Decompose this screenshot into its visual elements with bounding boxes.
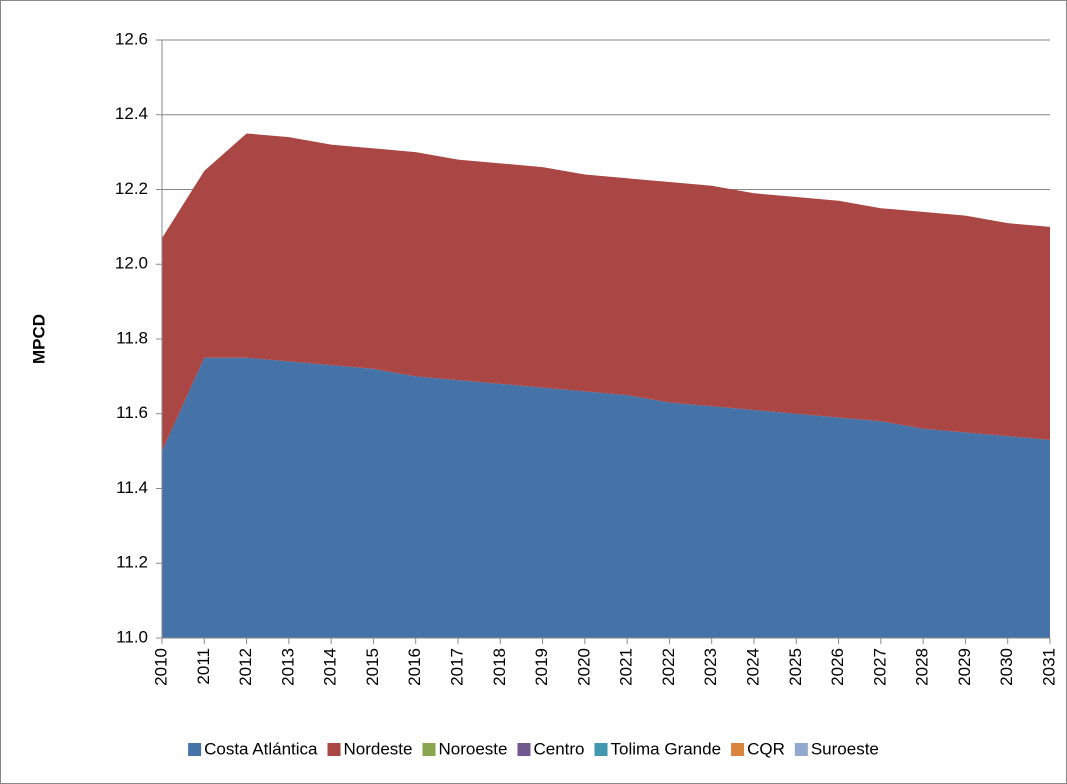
legend-label: CQR: [747, 739, 785, 758]
x-tick-label: 2010: [151, 648, 170, 686]
x-tick-label: 2013: [278, 648, 297, 686]
x-tick-label: 2030: [997, 648, 1016, 686]
legend-label: Centro: [533, 739, 584, 758]
legend-swatch: [422, 743, 436, 756]
x-tick-label: 2023: [701, 648, 720, 686]
legend-label: Noroeste: [438, 739, 507, 758]
legend-swatch: [594, 743, 608, 756]
x-tick-label: 2016: [405, 648, 424, 686]
x-tick-label: 2014: [321, 648, 340, 686]
y-tick-label: 11.0: [116, 627, 148, 646]
x-tick-label: 2021: [617, 648, 636, 686]
legend-swatch: [327, 743, 341, 756]
legend-swatch: [794, 743, 808, 756]
y-tick-label: 12.6: [115, 29, 148, 48]
area: [162, 133, 1050, 452]
x-tick-label: 2022: [659, 648, 678, 686]
y-tick-label: 11.2: [116, 553, 148, 572]
y-tick-label: 11.8: [116, 328, 148, 347]
y-tick-label: 11.6: [116, 403, 148, 422]
area: [162, 357, 1050, 638]
x-tick-label: 2026: [828, 648, 847, 686]
x-tick-label: 2015: [363, 648, 382, 686]
y-axis-label: MPCD: [29, 314, 48, 364]
x-tick-label: 2018: [490, 648, 509, 686]
legend-label: Nordeste: [344, 739, 413, 758]
y-tick-label: 11.4: [116, 478, 148, 497]
legend-swatch: [731, 743, 745, 756]
x-tick-label: 2011: [194, 648, 213, 685]
x-tick-label: 2019: [532, 648, 551, 686]
legend-swatch: [188, 743, 202, 756]
y-tick-label: 12.4: [115, 104, 148, 123]
legend-label: Suroeste: [811, 739, 879, 758]
x-tick-label: 2017: [447, 648, 466, 686]
x-tick-label: 2025: [786, 648, 805, 686]
legend-label: Costa Atlántica: [204, 739, 318, 758]
x-tick-label: 2012: [236, 648, 255, 686]
y-tick-label: 12.2: [115, 179, 148, 198]
x-tick-label: 2024: [743, 648, 762, 686]
x-tick-label: 2020: [574, 648, 593, 686]
x-tick-label: 2028: [913, 648, 932, 686]
x-tick-label: 2029: [955, 648, 974, 686]
y-tick-label: 12.0: [115, 254, 148, 273]
x-tick-label: 2027: [870, 648, 889, 686]
x-tick-label: 2031: [1039, 648, 1058, 686]
legend-swatch: [517, 743, 531, 756]
legend-label: Tolima Grande: [611, 739, 722, 758]
